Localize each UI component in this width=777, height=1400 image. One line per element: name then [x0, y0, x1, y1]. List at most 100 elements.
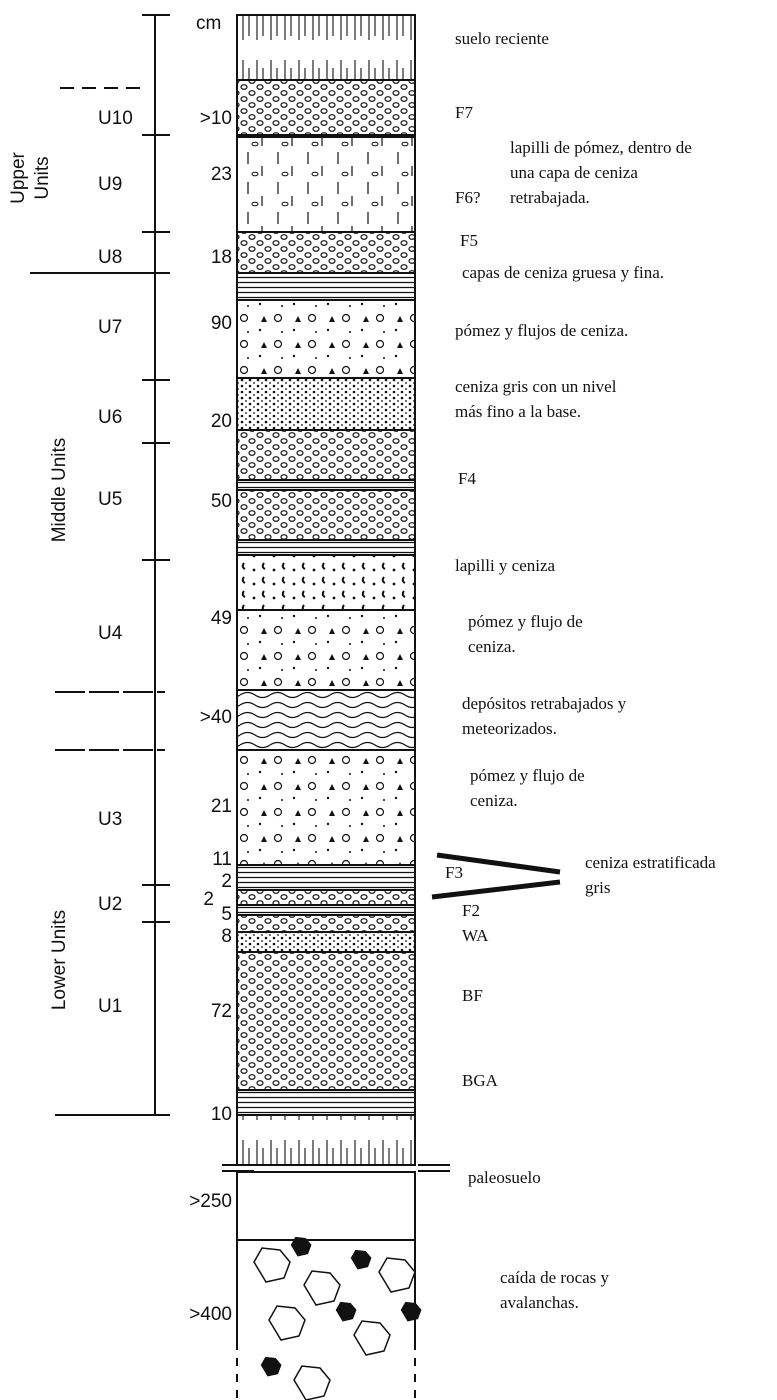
layer — [236, 1171, 416, 1241]
layer — [236, 609, 416, 691]
layer — [236, 136, 416, 233]
rock — [400, 1301, 422, 1322]
description: ceniza gris con un nivel — [455, 377, 617, 396]
rock — [293, 1365, 331, 1400]
layer — [236, 14, 416, 81]
group-label: Middle Units — [49, 438, 70, 543]
rock — [303, 1270, 341, 1306]
layer — [236, 864, 416, 891]
description: más fino a la base. — [455, 402, 581, 421]
scale-bar — [30, 14, 170, 1116]
description: capas de ceniza gruesa y fina. — [462, 263, 664, 282]
rock — [353, 1320, 391, 1356]
layer — [236, 377, 416, 431]
description: F7 — [455, 103, 473, 122]
description: BF — [462, 986, 483, 1005]
layer — [236, 1089, 416, 1116]
thickness-label: 10 — [211, 1104, 232, 1125]
description: F5 — [460, 231, 478, 250]
thickness-label: >250 — [189, 1191, 232, 1212]
thickness-label: 23 — [211, 164, 232, 185]
description: caída de rocas y — [500, 1268, 610, 1287]
description: depósitos retrabajados y — [462, 694, 627, 713]
rock — [290, 1236, 312, 1257]
unit-label: U1 — [98, 996, 122, 1017]
unit-label: U4 — [98, 623, 123, 644]
rock — [350, 1249, 372, 1270]
layer — [236, 554, 416, 611]
layer — [236, 931, 416, 953]
rock — [253, 1247, 291, 1283]
unit-label: U3 — [98, 809, 122, 830]
description: F3 — [445, 863, 463, 882]
description: retrabajada. — [510, 188, 590, 207]
unit-label: U6 — [98, 407, 122, 428]
rock — [268, 1305, 306, 1341]
description: ceniza. — [470, 791, 518, 810]
description: ceniza estratificada — [585, 853, 716, 872]
rock-layer-outline — [236, 1239, 416, 1400]
thickness-label: >400 — [189, 1304, 232, 1325]
description: suelo reciente — [455, 29, 549, 48]
description: pómez y flujo de — [470, 766, 585, 785]
description: pómez y flujos de ceniza. — [455, 321, 628, 340]
marker-lines — [431, 852, 561, 900]
unit-label: U10 — [98, 108, 133, 129]
layer — [236, 749, 416, 866]
layer — [236, 1114, 416, 1166]
description: F4 — [458, 469, 476, 488]
layer — [236, 904, 416, 916]
group-label: Units — [32, 156, 53, 199]
layer — [236, 539, 416, 556]
group-label: Upper — [8, 151, 29, 203]
thickness-label: 11 — [212, 849, 232, 870]
thickness-label: 90 — [211, 313, 232, 334]
layer — [236, 231, 416, 274]
description: ceniza. — [468, 637, 516, 656]
thickness-label: 2 — [203, 889, 214, 910]
layer — [236, 489, 416, 541]
unit-label: U7 — [98, 317, 122, 338]
layer — [236, 479, 416, 491]
thickness-label: 18 — [211, 247, 232, 268]
unit-label: U8 — [98, 247, 122, 268]
thickness-label: 72 — [211, 1001, 232, 1022]
description: lapilli y ceniza — [455, 556, 556, 575]
description: pómez y flujo de — [468, 612, 583, 631]
description: gris — [585, 878, 611, 897]
rock — [335, 1301, 357, 1322]
layer — [236, 914, 416, 933]
layer — [236, 889, 416, 906]
group-label: Lower Units — [49, 910, 70, 1010]
thickness-label: >10 — [200, 108, 232, 129]
description: F2 — [462, 901, 480, 920]
description: WA — [462, 926, 489, 945]
description: paleosuelo — [468, 1168, 541, 1187]
unit-label: U2 — [98, 894, 122, 915]
thickness-label: 50 — [211, 491, 232, 512]
thickness-label: >40 — [200, 707, 232, 728]
thickness-label: 5 — [221, 904, 232, 925]
layer — [236, 299, 416, 379]
layer — [236, 429, 416, 481]
thickness-label: 8 — [221, 926, 232, 947]
thickness-label: 21 — [211, 796, 232, 817]
layer — [236, 689, 416, 751]
thickness-label: 49 — [211, 608, 232, 629]
description: lapilli de pómez, dentro de — [510, 138, 692, 157]
description: una capa de ceniza — [510, 163, 638, 182]
description: F6? — [455, 188, 481, 207]
rock — [378, 1257, 416, 1293]
layers — [235, 14, 422, 1400]
description: BGA — [462, 1071, 499, 1090]
rock — [260, 1356, 282, 1377]
layer — [236, 951, 416, 1091]
thickness-label: 2 — [221, 871, 232, 892]
description: avalanchas. — [500, 1293, 579, 1312]
thickness-unit: cm — [196, 13, 221, 34]
description: meteorizados. — [462, 719, 557, 738]
unit-label: U5 — [98, 489, 122, 510]
layer — [236, 272, 416, 301]
thickness-label: 20 — [211, 411, 232, 432]
